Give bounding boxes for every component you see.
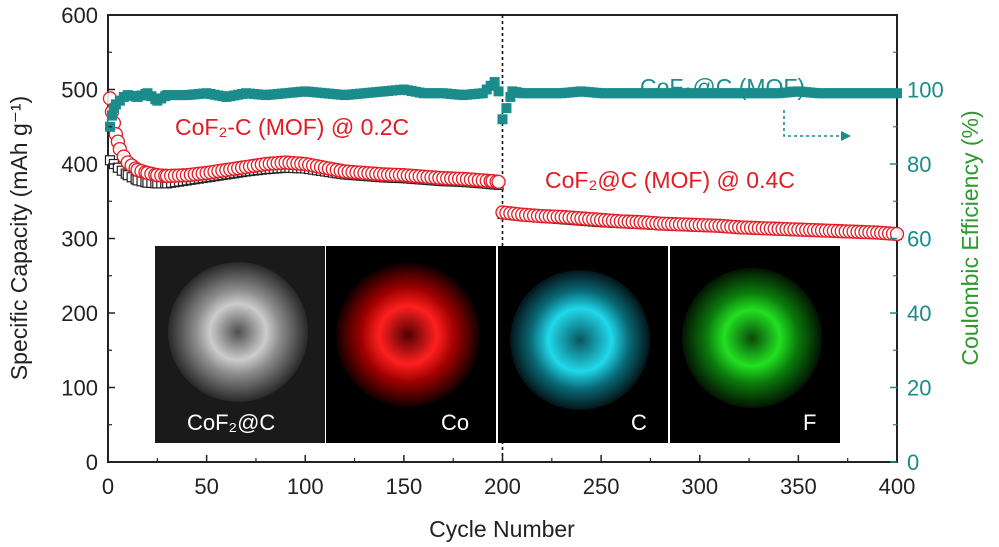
- y-tick-label: 400: [61, 152, 98, 177]
- red-haze-icon: [336, 263, 480, 407]
- arrow-right-icon: [783, 110, 851, 141]
- y2-tick-label: 0: [907, 450, 919, 475]
- y2-tick-label: 100: [907, 78, 944, 103]
- x-tick-label: 150: [386, 474, 423, 499]
- y2-tick-label: 20: [907, 376, 931, 401]
- x-tick-label: 300: [681, 474, 718, 499]
- x-tick-label: 0: [102, 474, 114, 499]
- x-axis: 0 50 100 150 200 250 300 350 400: [102, 455, 915, 499]
- efficiency-point: [505, 91, 516, 102]
- y-axis-title: Specific Capacity (mAh g⁻¹): [6, 96, 32, 380]
- y-tick-label: 100: [61, 376, 98, 401]
- y-tick-label: 300: [61, 227, 98, 252]
- inset-panel-c: C: [498, 246, 668, 443]
- capacity-circle-series: [102, 91, 905, 242]
- efficiency-point: [493, 86, 504, 97]
- x-tick-label: 200: [484, 474, 521, 499]
- x-tick-label: 250: [583, 474, 620, 499]
- efficiency-series: [104, 77, 902, 132]
- annotation-0.4c: CoF₂@C (MOF) @ 0.4C: [545, 167, 795, 193]
- inset-panel-f: F: [670, 246, 840, 443]
- efficiency-point: [497, 114, 508, 125]
- y-tick-label: 200: [61, 301, 98, 326]
- annotation-0.2c: CoF₂-C (MOF) @ 0.2C: [175, 114, 409, 140]
- x-tick-label: 400: [879, 474, 916, 499]
- y2-tick-label: 60: [907, 227, 931, 252]
- y-tick-label: 500: [61, 78, 98, 103]
- x-tick-label: 350: [780, 474, 817, 499]
- gray-haze-icon: [168, 262, 308, 402]
- cyan-haze-icon: [510, 270, 650, 410]
- y-tick-label: 600: [61, 3, 98, 28]
- efficiency-point: [892, 88, 902, 99]
- inset-label-c: C: [631, 410, 647, 435]
- capacity-circle-point: [889, 226, 905, 242]
- y2-tick-label: 40: [907, 301, 931, 326]
- y2-tick-label: 80: [907, 152, 931, 177]
- annotation-efficiency: CoF₂@C (MOF): [640, 74, 805, 100]
- y-axis-right: 0 20 40 60 80 100: [890, 51, 944, 475]
- y2-axis-title: Coulombic Efficiency (%): [957, 110, 983, 365]
- x-tick-label: 50: [194, 474, 218, 499]
- inset-panel-co: Co: [326, 246, 496, 443]
- efficiency-point: [501, 103, 512, 114]
- efficiency-point: [489, 77, 500, 88]
- inset-label-f: F: [803, 410, 816, 435]
- inset-label-co: Co: [441, 410, 469, 435]
- y-tick-label: 0: [86, 450, 98, 475]
- efficiency-point: [106, 110, 117, 121]
- y-axis-left: 0 100 200 300 400 500 600: [61, 3, 115, 475]
- inset-panel-cof2c: CoF₂@C: [155, 246, 325, 443]
- x-tick-label: 100: [287, 474, 324, 499]
- x-axis-title: Cycle Number: [429, 516, 575, 542]
- inset-label-cof2c: CoF₂@C: [187, 410, 275, 435]
- capacity-circle-point: [491, 174, 506, 190]
- green-haze-icon: [682, 268, 822, 408]
